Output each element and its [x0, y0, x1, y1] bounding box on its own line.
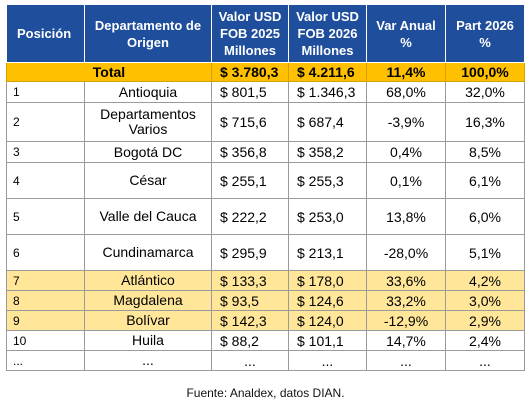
cell-part: 16,3%	[445, 102, 525, 142]
cell-fob-2026: $ 213,1	[288, 234, 367, 271]
table-row: ... ... ... ... ... ...	[6, 350, 525, 371]
cell-var: -28,0%	[366, 234, 446, 271]
table-row: 6 Cundinamarca $ 295,9 $ 213,1 -28,0% 5,…	[6, 234, 525, 271]
cell-fob-2025: $ 356,8	[211, 141, 289, 163]
cell-var: 68,0%	[366, 81, 446, 103]
cell-department: Huila	[84, 330, 212, 351]
cell-var: 13,8%	[366, 198, 446, 235]
cell-fob-2026: $ 1.346,3	[288, 81, 367, 103]
cell-fob-2026: $ 124,0	[288, 310, 367, 331]
exports-table: Posición Departamento de Origen Valor US…	[6, 4, 525, 371]
cell-part: 8,5%	[445, 141, 525, 163]
header-var: Var Anual %	[366, 4, 446, 63]
table-row: 8 Magdalena $ 93,5 $ 124,6 33,2% 3,0%	[6, 290, 525, 311]
cell-position: 10	[6, 330, 85, 351]
cell-position: 8	[6, 290, 85, 311]
header-fob-2026: Valor USD FOB 2026 Millones	[288, 4, 367, 63]
cell-var: 33,6%	[366, 270, 446, 291]
cell-fob-2026: $ 255,3	[288, 162, 367, 199]
cell-part: 32,0%	[445, 81, 525, 103]
cell-position: 6	[6, 234, 85, 271]
header-fob-2025: Valor USD FOB 2025 Millones	[211, 4, 289, 63]
table-row: 7 Atlántico $ 133,3 $ 178,0 33,6% 4,2%	[6, 270, 525, 291]
total-row: Total $ 3.780,3 $ 4.211,6 11,4% 100,0%	[6, 62, 525, 82]
cell-var: ...	[366, 350, 446, 371]
cell-department: ...	[84, 350, 212, 371]
total-fob-2025: $ 3.780,3	[211, 62, 289, 82]
cell-fob-2026: $ 358,2	[288, 141, 367, 163]
cell-fob-2025: $ 133,3	[211, 270, 289, 291]
cell-department: Bogotá DC	[84, 141, 212, 163]
table-row: 1 Antioquia $ 801,5 $ 1.346,3 68,0% 32,0…	[6, 81, 525, 103]
cell-fob-2026: ...	[288, 350, 367, 371]
cell-var: -3,9%	[366, 102, 446, 142]
cell-fob-2026: $ 178,0	[288, 270, 367, 291]
table-row: 9 Bolívar $ 142,3 $ 124,0 -12,9% 2,9%	[6, 310, 525, 331]
header-position: Posición	[6, 4, 85, 63]
cell-fob-2025: $ 222,2	[211, 198, 289, 235]
total-var: 11,4%	[366, 62, 446, 82]
total-label: Total	[6, 62, 212, 82]
cell-fob-2025: ...	[211, 350, 289, 371]
total-fob-2026: $ 4.211,6	[288, 62, 367, 82]
table-row: 3 Bogotá DC $ 356,8 $ 358,2 0,4% 8,5%	[6, 141, 525, 163]
cell-var: 14,7%	[366, 330, 446, 351]
cell-fob-2026: $ 687,4	[288, 102, 367, 142]
table-row: 4 César $ 255,1 $ 255,3 0,1% 6,1%	[6, 162, 525, 199]
cell-fob-2025: $ 142,3	[211, 310, 289, 331]
cell-part: ...	[445, 350, 525, 371]
total-part: 100,0%	[445, 62, 525, 82]
cell-fob-2025: $ 255,1	[211, 162, 289, 199]
cell-fob-2025: $ 801,5	[211, 81, 289, 103]
cell-fob-2025: $ 88,2	[211, 330, 289, 351]
cell-fob-2026: $ 253,0	[288, 198, 367, 235]
cell-position: 4	[6, 162, 85, 199]
cell-fob-2026: $ 124,6	[288, 290, 367, 311]
table-row: 10 Huila $ 88,2 $ 101,1 14,7% 2,4%	[6, 330, 525, 351]
cell-part: 6,0%	[445, 198, 525, 235]
cell-part: 5,1%	[445, 234, 525, 271]
cell-department: Cundinamarca	[84, 234, 212, 271]
cell-fob-2025: $ 295,9	[211, 234, 289, 271]
cell-fob-2025: $ 93,5	[211, 290, 289, 311]
cell-department: Atlántico	[84, 270, 212, 291]
cell-position: 2	[6, 102, 85, 142]
cell-position: 3	[6, 141, 85, 163]
header-part: Part 2026 %	[445, 4, 525, 63]
cell-department: Departamentos Varios	[84, 102, 212, 142]
cell-part: 6,1%	[445, 162, 525, 199]
header-department: Departamento de Origen	[84, 4, 212, 63]
cell-position: 1	[6, 81, 85, 103]
cell-position: 5	[6, 198, 85, 235]
table-row: 2 Departamentos Varios $ 715,6 $ 687,4 -…	[6, 102, 525, 142]
table-row: 5 Valle del Cauca $ 222,2 $ 253,0 13,8% …	[6, 198, 525, 235]
cell-department: Bolívar	[84, 310, 212, 331]
cell-position: 7	[6, 270, 85, 291]
cell-var: -12,9%	[366, 310, 446, 331]
cell-var: 0,4%	[366, 141, 446, 163]
header-row: Posición Departamento de Origen Valor US…	[6, 4, 525, 63]
cell-position: ...	[6, 350, 85, 371]
cell-department: Magdalena	[84, 290, 212, 311]
cell-part: 2,4%	[445, 330, 525, 351]
cell-part: 4,2%	[445, 270, 525, 291]
cell-var: 0,1%	[366, 162, 446, 199]
cell-department: Antioquia	[84, 81, 212, 103]
source-note: Fuente: Analdex, datos DIAN.	[186, 386, 345, 400]
cell-department: César	[84, 162, 212, 199]
cell-position: 9	[6, 310, 85, 331]
cell-fob-2025: $ 715,6	[211, 102, 289, 142]
cell-part: 2,9%	[445, 310, 525, 331]
cell-fob-2026: $ 101,1	[288, 330, 367, 351]
cell-var: 33,2%	[366, 290, 446, 311]
cell-part: 3,0%	[445, 290, 525, 311]
cell-department: Valle del Cauca	[84, 198, 212, 235]
